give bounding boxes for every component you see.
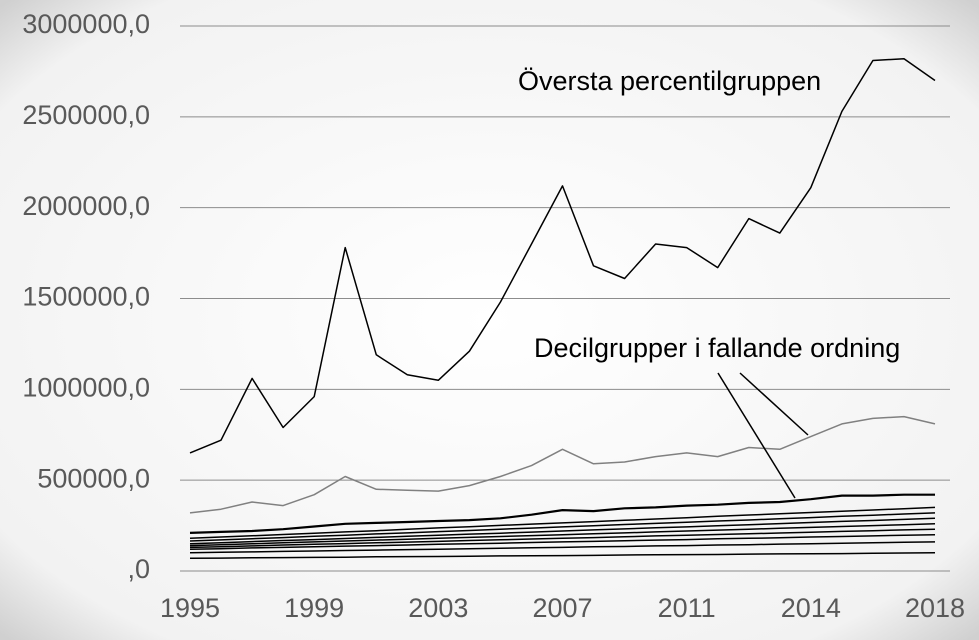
y-tick-label: ,0 xyxy=(127,554,150,584)
series-line xyxy=(189,493,935,534)
series-line xyxy=(189,528,936,549)
series-line xyxy=(189,512,936,542)
labels: ,0 500000,0 1000000,0 1500000,0 2000000,0 250… xyxy=(22,9,965,623)
x-tick-label: 2007 xyxy=(532,593,592,623)
lines xyxy=(189,57,936,560)
y-tick-label: 1000000,0 xyxy=(22,372,150,402)
series-line xyxy=(189,552,936,560)
series-line xyxy=(189,517,936,545)
annotation-arrow xyxy=(717,372,796,499)
series-line xyxy=(189,506,936,540)
series-line xyxy=(189,523,936,547)
y-tick-label: 1500000,0 xyxy=(22,282,150,312)
grid xyxy=(180,25,950,572)
series-line xyxy=(189,541,936,554)
y-tick-label: 2000000,0 xyxy=(22,191,150,221)
x-tick-label: 2014 xyxy=(781,593,841,623)
x-tick-label: 2003 xyxy=(408,593,468,623)
annotation-arrow xyxy=(739,372,809,436)
y-tick-label: 2500000,0 xyxy=(22,100,150,130)
series-line xyxy=(189,533,936,550)
y-tick-label: 500000,0 xyxy=(37,463,150,493)
x-tick-label: 1999 xyxy=(284,593,344,623)
x-tick-label: 2011 xyxy=(658,593,716,623)
series-line xyxy=(189,57,936,454)
y-tick-label: 3000000,0 xyxy=(22,9,150,39)
x-tick-label: 1995 xyxy=(160,593,220,623)
x-tick-label: 2018 xyxy=(905,593,965,623)
series-line xyxy=(189,415,936,514)
annotation: Översta percentilgruppen xyxy=(518,66,821,96)
annotation: Decilgrupper i fallande ordning xyxy=(534,333,900,363)
